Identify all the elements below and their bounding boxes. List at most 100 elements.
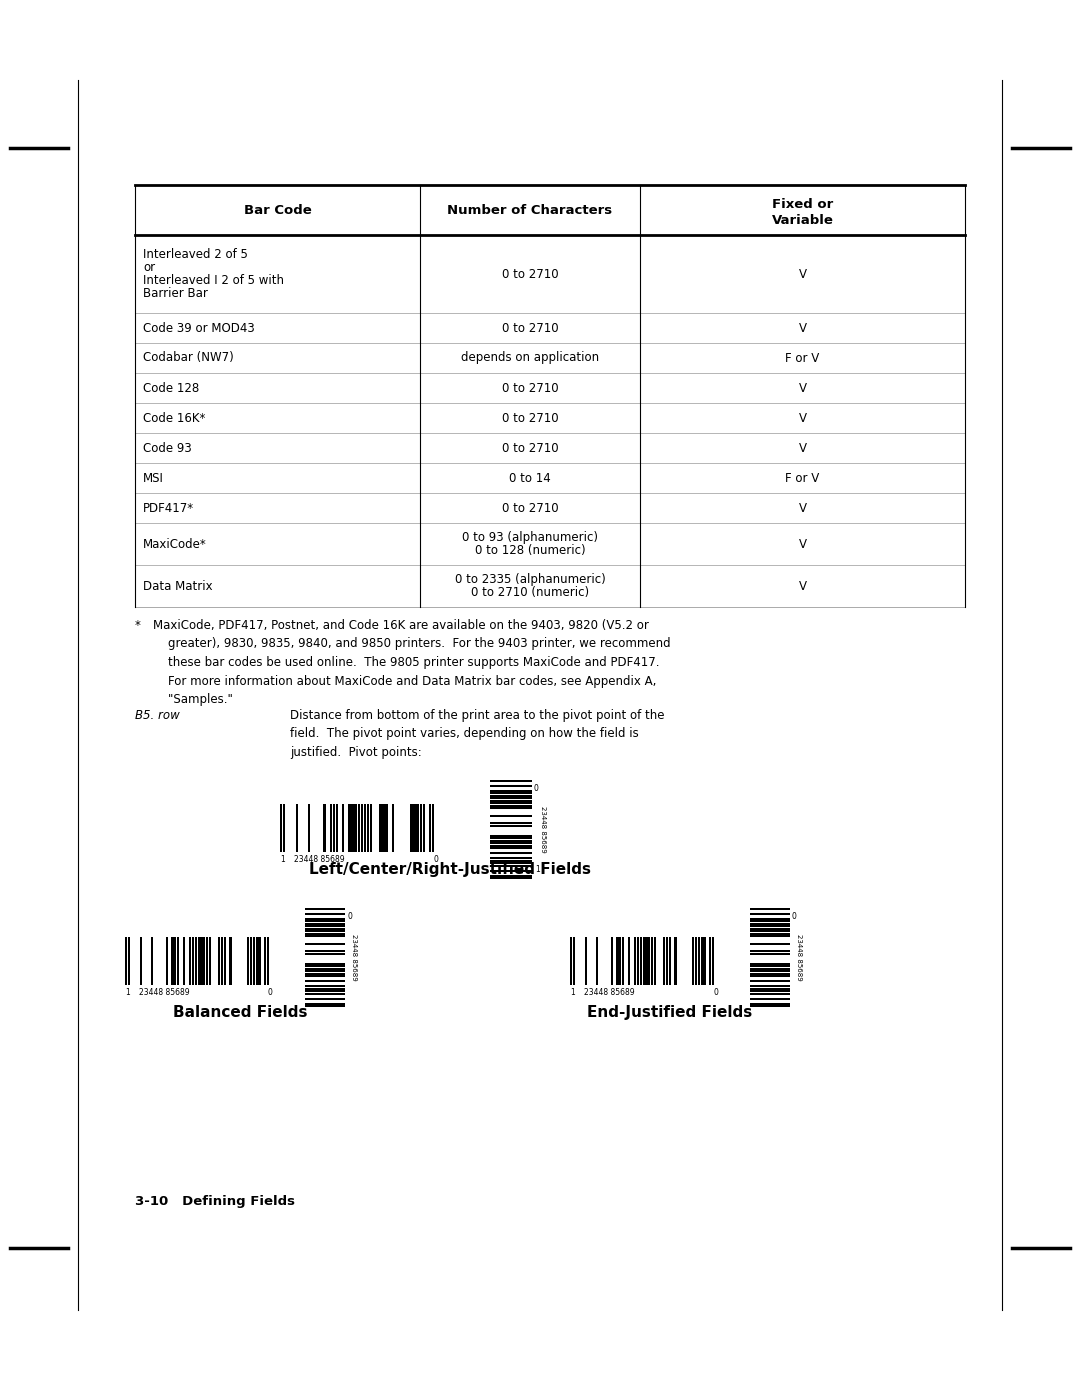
Bar (750, 1004, 789, 1007)
Bar (305, 990, 345, 992)
Bar (357, 805, 360, 852)
Bar (750, 990, 789, 992)
Bar (305, 985, 345, 988)
Bar (619, 937, 621, 985)
Bar (750, 970, 789, 972)
Bar (361, 805, 363, 852)
Bar (417, 805, 419, 852)
Bar (305, 1003, 345, 1004)
Text: 0 to 93 (alphanumeric): 0 to 93 (alphanumeric) (462, 531, 598, 543)
Bar (750, 968, 789, 970)
Text: 0 to 2710: 0 to 2710 (502, 412, 558, 425)
Bar (750, 935, 789, 937)
Text: 0: 0 (792, 912, 797, 921)
Text: Code 16K*: Code 16K* (143, 412, 205, 425)
Bar (127, 937, 130, 985)
Bar (627, 937, 630, 985)
Bar (220, 937, 222, 985)
Bar (750, 972, 789, 975)
Bar (750, 965, 789, 967)
Text: Variable: Variable (771, 214, 834, 226)
Bar (490, 869, 532, 872)
Text: 0 to 2335 (alphanumeric): 0 to 2335 (alphanumeric) (455, 573, 606, 585)
Bar (342, 805, 345, 852)
Bar (333, 805, 335, 852)
Bar (490, 785, 532, 787)
Bar (165, 937, 167, 985)
Bar (429, 805, 431, 852)
Text: 0 to 2710 (numeric): 0 to 2710 (numeric) (471, 585, 589, 599)
Bar (750, 1003, 789, 1004)
Bar (305, 997, 345, 999)
Text: 23448 85689: 23448 85689 (584, 988, 635, 997)
Text: Data Matrix: Data Matrix (143, 580, 213, 592)
Bar (750, 993, 789, 995)
Text: Distance from bottom of the print area to the pivot point of the
field.  The piv: Distance from bottom of the print area t… (291, 710, 664, 759)
Bar (750, 963, 789, 964)
Bar (305, 988, 345, 989)
Bar (750, 922, 789, 925)
Bar (643, 937, 645, 985)
Bar (296, 805, 298, 852)
Text: V: V (798, 538, 807, 550)
Bar (305, 953, 345, 954)
Bar (265, 937, 267, 985)
Bar (750, 908, 789, 909)
Text: 3-10   Defining Fields: 3-10 Defining Fields (135, 1194, 295, 1208)
Text: 0 to 128 (numeric): 0 to 128 (numeric) (475, 543, 585, 557)
Bar (305, 935, 345, 937)
Bar (490, 798, 532, 799)
Bar (183, 937, 185, 985)
Text: Codabar (NW7): Codabar (NW7) (143, 352, 233, 365)
Bar (305, 963, 345, 964)
Bar (490, 862, 532, 863)
Bar (572, 937, 575, 985)
Bar (201, 937, 203, 985)
Text: 0: 0 (713, 988, 718, 997)
Bar (750, 928, 789, 929)
Bar (663, 937, 665, 985)
Bar (712, 937, 714, 985)
Bar (698, 937, 700, 985)
Bar (174, 937, 176, 985)
Text: MaxiCode, PDF417, Postnet, and Code 16K are available on the 9403, 9820 (V5.2 or: MaxiCode, PDF417, Postnet, and Code 16K … (153, 619, 671, 705)
Bar (305, 1004, 345, 1007)
Bar (694, 937, 697, 985)
Bar (490, 875, 532, 876)
Bar (490, 858, 532, 859)
Bar (283, 805, 285, 852)
Text: PDF417*: PDF417* (143, 502, 194, 514)
Bar (654, 937, 657, 985)
Bar (382, 805, 384, 852)
Bar (490, 780, 532, 781)
Text: Code 93: Code 93 (143, 441, 192, 454)
Text: 0 to 2710: 0 to 2710 (502, 441, 558, 454)
Bar (750, 950, 789, 951)
Bar (305, 930, 345, 932)
Text: V: V (798, 502, 807, 514)
Bar (646, 937, 648, 985)
Bar (710, 937, 712, 985)
Bar (634, 937, 636, 985)
Bar (151, 937, 153, 985)
Bar (305, 981, 345, 982)
Bar (490, 805, 532, 806)
Text: Balanced Fields: Balanced Fields (173, 1004, 307, 1020)
Bar (490, 840, 532, 841)
Bar (490, 824, 532, 827)
Bar (305, 950, 345, 951)
Bar (750, 918, 789, 919)
Text: End-Justified Fields: End-Justified Fields (588, 1004, 753, 1020)
Bar (414, 805, 416, 852)
Bar (305, 975, 345, 977)
Bar (570, 937, 572, 985)
Bar (229, 937, 231, 985)
Bar (125, 937, 127, 985)
Bar (750, 997, 789, 999)
Text: MaxiCode*: MaxiCode* (143, 538, 206, 550)
Bar (305, 912, 345, 915)
Bar (750, 943, 789, 944)
Text: V: V (798, 321, 807, 334)
Bar (305, 922, 345, 925)
Bar (336, 805, 338, 852)
